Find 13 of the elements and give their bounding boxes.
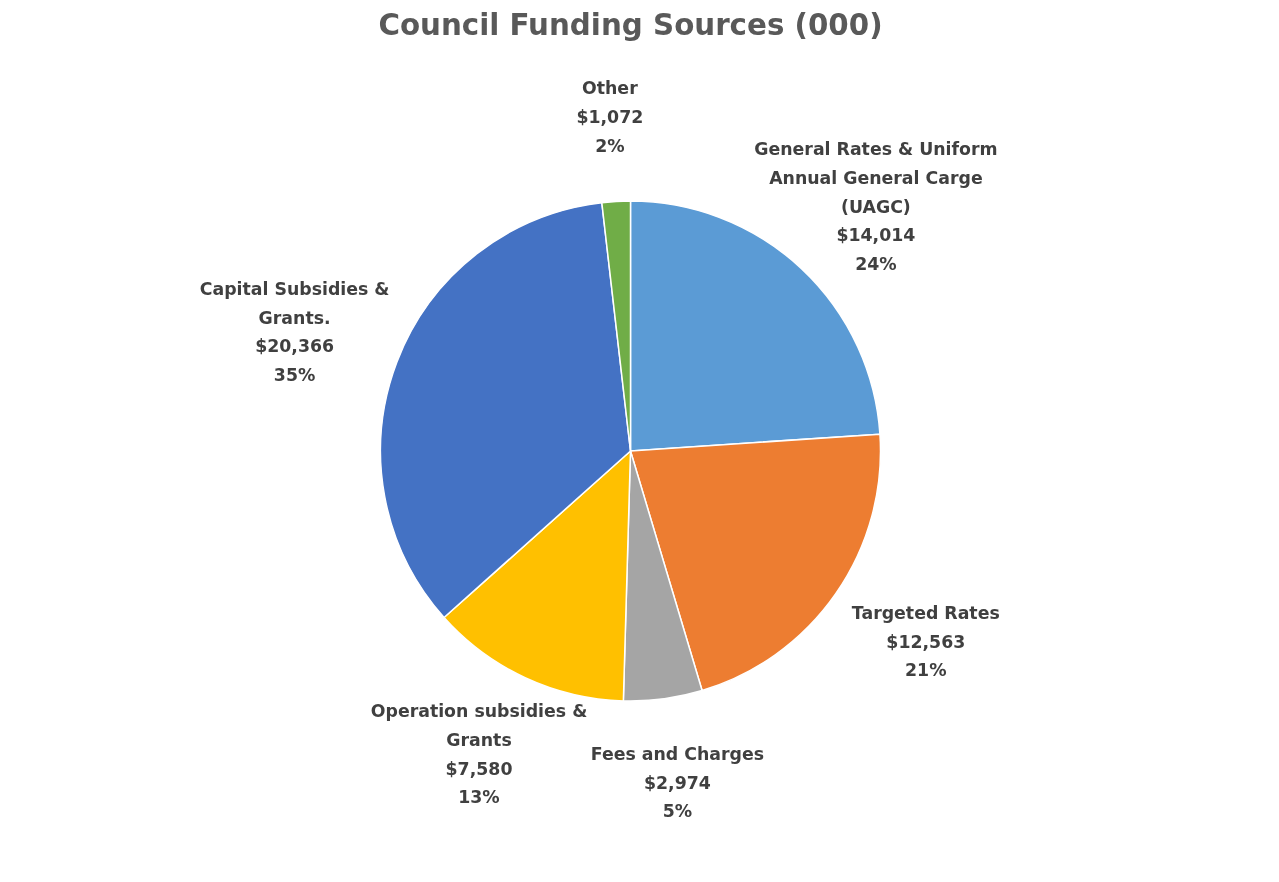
slice-label: Targeted Rates [851, 602, 1000, 623]
chart-title: Council Funding Sources (000) [378, 7, 883, 42]
data-label: $20,366 35% [255, 336, 335, 386]
slice-label: Capital Subsidies & Grants. [199, 279, 390, 328]
slice-label: General Rates & Uniform Annual General Carge (UAGC) [754, 139, 998, 217]
slice-label: Other [582, 78, 639, 99]
data-label: $12,563 21% [886, 631, 966, 681]
slice-label: Operation subsidies & Grants [370, 701, 588, 750]
data-label: $7,580 13% [445, 758, 513, 808]
data-label: $1,072 2% [576, 107, 644, 156]
data-label: $2,974 5% [643, 772, 711, 822]
slice-label: Fees and Charges [590, 743, 765, 764]
data-label: $14,014 24% [836, 225, 916, 274]
